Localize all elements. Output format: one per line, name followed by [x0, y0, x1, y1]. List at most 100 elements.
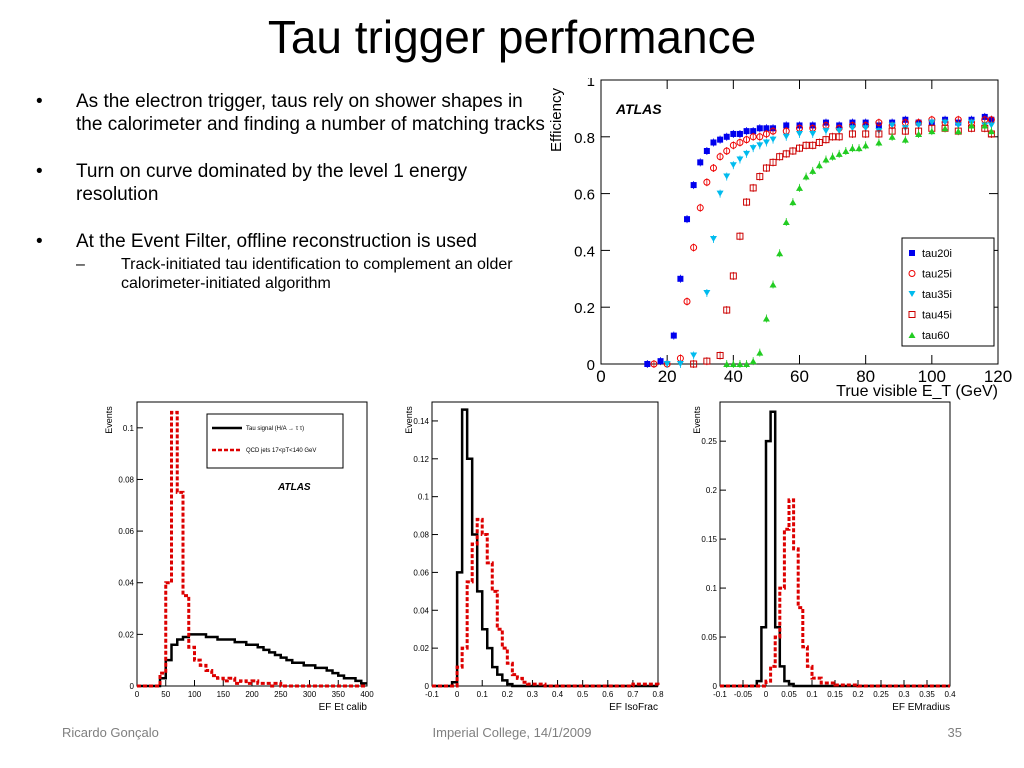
legend-entry: tau20i [922, 248, 952, 260]
y-tick-label: 0.1 [123, 424, 135, 433]
legend-entry: tau45i [922, 310, 952, 322]
y-tick-label: 0.06 [118, 527, 134, 536]
data-point [723, 173, 731, 180]
data-point [690, 352, 698, 359]
data-point [928, 119, 936, 126]
y-tick-label: 0.08 [413, 531, 429, 540]
y-tick-label: 1 [587, 78, 595, 90]
data-point [981, 122, 989, 129]
data-point [709, 164, 717, 172]
data-point [855, 145, 863, 152]
x-tick-label: 0.05 [781, 690, 797, 699]
x-tick-label: 0.2 [502, 690, 514, 699]
data-point [677, 275, 684, 282]
data-point [875, 119, 883, 127]
plot-frame [719, 401, 951, 687]
data-point [769, 158, 777, 166]
y-tick-label: 0.4 [574, 243, 595, 260]
x-tick-label: -0.05 [734, 690, 753, 699]
x-tick-label: 50 [161, 690, 170, 699]
data-point [697, 159, 704, 166]
data-point [835, 150, 843, 157]
data-point [782, 133, 790, 140]
data-point [822, 136, 830, 144]
data-point [901, 127, 909, 135]
y-tick-label: 0.15 [701, 535, 717, 544]
legend-entry: tau25i [922, 269, 952, 281]
data-point [815, 162, 823, 169]
data-point [762, 164, 770, 172]
series-line [137, 410, 367, 688]
x-tick-label: -0.1 [425, 690, 439, 699]
x-tick-label: 0.6 [602, 690, 614, 699]
data-point [644, 361, 651, 367]
data-point [901, 136, 909, 143]
plot-frame [431, 401, 659, 687]
x-tick-label: 40 [724, 367, 743, 386]
bullet-text: At the Event Filter, offline reconstruct… [76, 231, 477, 252]
y-tick-label: 0.25 [701, 437, 717, 446]
data-point [696, 204, 704, 212]
bullet-text: Turn on curve dominated by the level 1 e… [76, 161, 468, 205]
data-point [703, 148, 710, 154]
bullet-item: • Turn on curve dominated by the level 1… [36, 160, 546, 206]
y-tick-label: 0.05 [701, 633, 717, 642]
data-point [729, 361, 737, 367]
y-tick-label: 0.1 [706, 584, 718, 593]
data-point [789, 147, 797, 155]
data-point [776, 153, 784, 161]
data-point [709, 236, 717, 243]
sub-bullet-text: Track-initiated tau identification to co… [121, 256, 513, 292]
x-tick-label: 0 [455, 690, 460, 699]
data-point [743, 198, 751, 206]
bullet-marker: • [36, 231, 43, 252]
data-point [809, 167, 817, 174]
y-axis-label: Efficiency [548, 88, 565, 152]
data-point [749, 358, 757, 365]
data-point [663, 361, 671, 367]
data-point [736, 361, 744, 367]
x-tick-label: 250 [274, 690, 288, 699]
data-point [835, 128, 843, 135]
atlas-label: ATLAS [615, 101, 662, 117]
data-point [650, 360, 658, 368]
bullet-marker: • [36, 91, 43, 112]
efficiency-chart: 0 20 40 60 80 100 120 0 0.2 0.4 0.6 0.8 1 Efficiency T… [548, 78, 1012, 400]
x-tick-label: 0.25 [873, 690, 889, 699]
x-tick-label: 0.5 [577, 690, 589, 699]
y-tick-label: 0.04 [413, 606, 429, 615]
x-tick-label: 0.1 [477, 690, 489, 699]
x-tick-label: 150 [217, 690, 231, 699]
bullet-list: • As the electron trigger, taus rely on … [36, 90, 546, 293]
data-point [908, 270, 916, 277]
y-tick-label: 0 [130, 682, 135, 691]
y-tick-label: 0 [425, 682, 430, 691]
data-point [690, 360, 698, 368]
y-tick-label: 0.02 [413, 644, 429, 653]
footer-venue: Imperial College, 14/1/2009 [432, 725, 592, 740]
x-tick-label: 350 [332, 690, 346, 699]
data-point [756, 133, 764, 141]
data-point [676, 361, 684, 367]
x-tick-label: 0.7 [627, 690, 639, 699]
sub-bullet-item: – Track-initiated tau identification to … [76, 255, 546, 293]
data-point [835, 133, 843, 141]
data-point [789, 199, 797, 206]
footer-author: Ricardo Gonçalo [62, 725, 159, 740]
data-point [716, 190, 724, 197]
y-axis-label: Events [692, 406, 702, 434]
legend-box [901, 237, 995, 347]
data-point [762, 315, 770, 322]
data-point [723, 147, 731, 155]
data-point [756, 349, 764, 356]
bullet-text: As the electron trigger, taus rely on sh… [76, 91, 545, 135]
data-point [763, 125, 770, 132]
y-tick-label: 0 [713, 682, 718, 691]
data-point [683, 298, 691, 306]
series-line [720, 498, 950, 688]
data-point [862, 130, 870, 138]
x-axis-label: True visible E_T (GeV) [836, 383, 998, 400]
x-tick-label: 0.4 [944, 690, 956, 699]
data-point [829, 133, 837, 141]
bullet-marker: • [36, 161, 43, 182]
